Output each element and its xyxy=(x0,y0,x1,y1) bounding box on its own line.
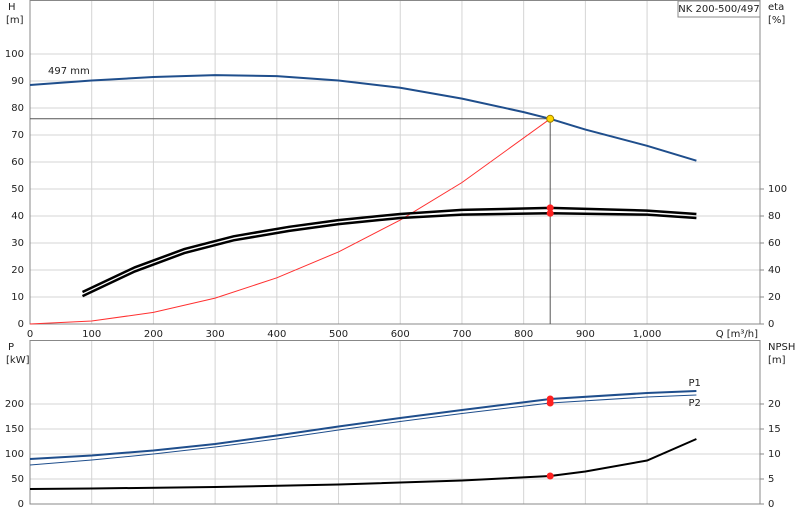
y2-tick-label: 80 xyxy=(768,211,781,222)
title-box xyxy=(677,0,761,18)
y-tick-label: 20 xyxy=(11,265,24,276)
plot-frame xyxy=(29,340,761,505)
y2-axis-unit: [m] xyxy=(768,355,786,366)
y2-tick-label: 20 xyxy=(768,399,781,410)
series-label: P2 xyxy=(688,398,700,409)
series-label: P1 xyxy=(688,378,700,389)
series-line xyxy=(81,206,697,294)
y-tick-label: 50 xyxy=(11,184,24,195)
series-line xyxy=(29,390,697,460)
x-tick-label: 400 xyxy=(267,329,286,340)
y2-tick-label: 10 xyxy=(768,449,781,460)
y-axis-unit: [kW] xyxy=(6,355,30,366)
y2-tick-label: 20 xyxy=(768,292,781,303)
y-tick-label: 0 xyxy=(18,499,24,510)
y2-tick-label: 40 xyxy=(768,265,781,276)
y-tick-label: 30 xyxy=(11,238,24,249)
y-tick-label: 90 xyxy=(11,76,24,87)
y-tick-label: 0 xyxy=(18,319,24,330)
y2-axis-label: eta xyxy=(768,2,784,13)
y-tick-label: 80 xyxy=(11,103,24,114)
y-tick-label: 10 xyxy=(11,292,24,303)
operating-point xyxy=(546,209,554,217)
y2-tick-label: 100 xyxy=(768,184,787,195)
series-line xyxy=(29,74,697,162)
series-line xyxy=(81,212,697,298)
y2-tick-label: 0 xyxy=(768,319,774,330)
x-tick-label: 600 xyxy=(391,329,410,340)
x-tick-label: 700 xyxy=(452,329,471,340)
x-tick-label: 200 xyxy=(144,329,163,340)
operating-point xyxy=(546,204,554,212)
y2-axis-label: NPSH xyxy=(768,342,795,353)
y-tick-label: 60 xyxy=(11,157,24,168)
y-axis-unit: [m] xyxy=(6,15,24,26)
x-tick-label: 0 xyxy=(27,329,33,340)
chart-title: NK 200-500/497 xyxy=(678,4,759,15)
y2-axis-unit: [%] xyxy=(768,15,785,26)
y-axis-label: P xyxy=(8,342,14,353)
x-tick-label: 300 xyxy=(206,329,225,340)
series-label: 497 mm xyxy=(48,66,90,77)
x-tick-label: 800 xyxy=(514,329,533,340)
operating-point xyxy=(546,472,554,480)
series-line xyxy=(29,118,551,325)
y2-tick-label: 15 xyxy=(768,424,781,435)
operating-point xyxy=(546,399,554,407)
y-tick-label: 100 xyxy=(5,49,24,60)
plot-frame xyxy=(29,0,761,325)
operating-point xyxy=(546,114,555,123)
x-axis-label: Q [m³/h] xyxy=(716,329,758,340)
y-axis-label: H xyxy=(8,2,16,13)
y-tick-label: 50 xyxy=(11,474,24,485)
y2-tick-label: 5 xyxy=(768,474,774,485)
x-tick-label: 100 xyxy=(82,329,101,340)
y-tick-label: 70 xyxy=(11,130,24,141)
y-tick-label: 100 xyxy=(5,449,24,460)
x-tick-label: 500 xyxy=(329,329,348,340)
x-tick-label: 900 xyxy=(576,329,595,340)
y2-tick-label: 0 xyxy=(768,499,774,510)
y-tick-label: 200 xyxy=(5,399,24,410)
y-tick-label: 40 xyxy=(11,211,24,222)
x-tick-label: 1,000 xyxy=(633,329,662,340)
series-line xyxy=(29,394,697,466)
y-tick-label: 150 xyxy=(5,424,24,435)
series-line xyxy=(29,438,697,490)
y2-tick-label: 60 xyxy=(768,238,781,249)
